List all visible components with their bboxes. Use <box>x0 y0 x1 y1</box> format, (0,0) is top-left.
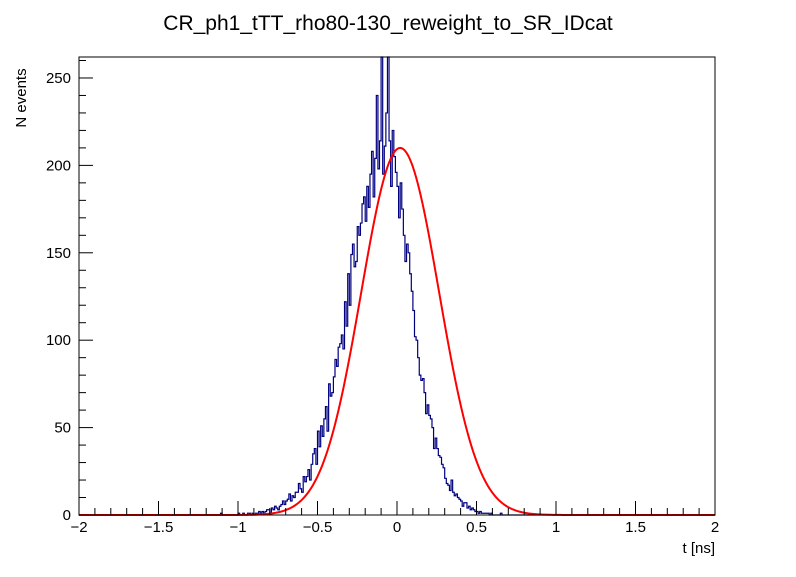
x-tick-label: 1.5 <box>625 519 646 536</box>
x-tick-label: −2 <box>70 519 87 536</box>
y-tick-label: 250 <box>46 70 71 87</box>
x-tick-label: −1 <box>229 519 246 536</box>
y-tick-label: 0 <box>63 507 71 524</box>
x-tick-label: 1 <box>552 519 560 536</box>
y-tick-label: 150 <box>46 245 71 262</box>
x-tick-label: 0.5 <box>466 519 487 536</box>
x-tick-label: 0 <box>393 519 401 536</box>
y-tick-label: 200 <box>46 157 71 174</box>
x-tick-label: −1.5 <box>144 519 174 536</box>
y-tick-label: 100 <box>46 332 71 349</box>
plot-frame <box>78 56 716 516</box>
y-axis-label: N events <box>13 68 30 127</box>
x-tick-label: −0.5 <box>303 519 333 536</box>
x-tick-label: 2 <box>711 519 719 536</box>
axes: −2 −1.5 −1 −0.5 0 0.5 1 1.5 2 0 50 100 150 200 250 <box>46 59 719 536</box>
x-axis-label: t [ns] <box>682 540 715 557</box>
chart-title: CR_ph1_tTT_rho80-130_reweight_to_SR_IDca… <box>163 12 613 35</box>
y-tick-label: 50 <box>54 420 71 437</box>
